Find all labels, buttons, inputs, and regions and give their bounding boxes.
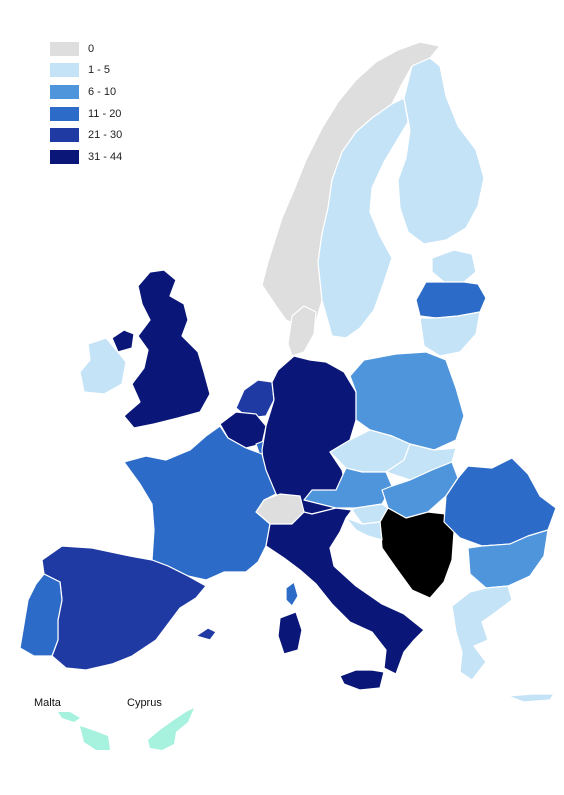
region-finland bbox=[397, 57, 485, 245]
region-sicily bbox=[339, 669, 385, 691]
legend-item: 0 bbox=[50, 38, 122, 60]
malta-island-main bbox=[80, 726, 110, 750]
legend-label: 6 - 10 bbox=[88, 85, 117, 98]
region-crete bbox=[507, 693, 555, 703]
legend-swatch bbox=[50, 128, 79, 143]
cyprus-label: Cyprus bbox=[127, 697, 162, 709]
region-croatia bbox=[345, 517, 383, 541]
legend-label: 1 - 5 bbox=[88, 64, 111, 77]
map-legend: 0 1 - 5 6 - 10 11 - 20 21 - 30 31 - 44 bbox=[50, 38, 122, 168]
legend-item: 1 - 5 bbox=[50, 60, 122, 82]
malta-island bbox=[58, 712, 80, 722]
region-estonia bbox=[431, 249, 477, 283]
legend-label: 21 - 30 bbox=[88, 129, 123, 142]
region-sardinia bbox=[277, 611, 303, 655]
region-sweden bbox=[317, 97, 409, 339]
region-denmark bbox=[287, 305, 317, 357]
region-balearic bbox=[195, 627, 217, 641]
legend-label: 11 - 20 bbox=[88, 107, 122, 120]
region-norway bbox=[261, 41, 441, 327]
legend-swatch bbox=[50, 41, 79, 56]
legend-label: 0 bbox=[88, 42, 95, 55]
legend-item: 6 - 10 bbox=[50, 81, 122, 103]
region-bulgaria bbox=[467, 529, 549, 589]
region-austria bbox=[303, 467, 393, 509]
region-italy bbox=[265, 507, 425, 675]
region-uk bbox=[123, 269, 211, 429]
legend-label: 31 - 44 bbox=[88, 150, 123, 163]
region-northern-ireland bbox=[111, 329, 135, 353]
legend-item: 31 - 44 bbox=[50, 146, 122, 168]
region-portugal bbox=[19, 573, 63, 657]
region-latvia bbox=[415, 281, 487, 319]
region-ireland bbox=[79, 337, 127, 395]
legend-item: 21 - 30 bbox=[50, 124, 122, 146]
region-france bbox=[123, 425, 277, 581]
legend-swatch bbox=[50, 84, 79, 99]
region-poland bbox=[349, 351, 465, 451]
malta-label: Malta bbox=[34, 697, 61, 709]
legend-swatch bbox=[50, 63, 79, 78]
region-romania bbox=[443, 457, 557, 547]
region-corsica bbox=[285, 581, 299, 607]
legend-swatch bbox=[50, 106, 79, 121]
region-lithuania bbox=[419, 311, 481, 357]
legend-swatch bbox=[50, 149, 79, 164]
region-greece bbox=[451, 585, 513, 681]
legend-item: 11 - 20 bbox=[50, 103, 122, 125]
cyprus-island bbox=[148, 708, 194, 750]
region-western-balkans bbox=[379, 507, 455, 599]
